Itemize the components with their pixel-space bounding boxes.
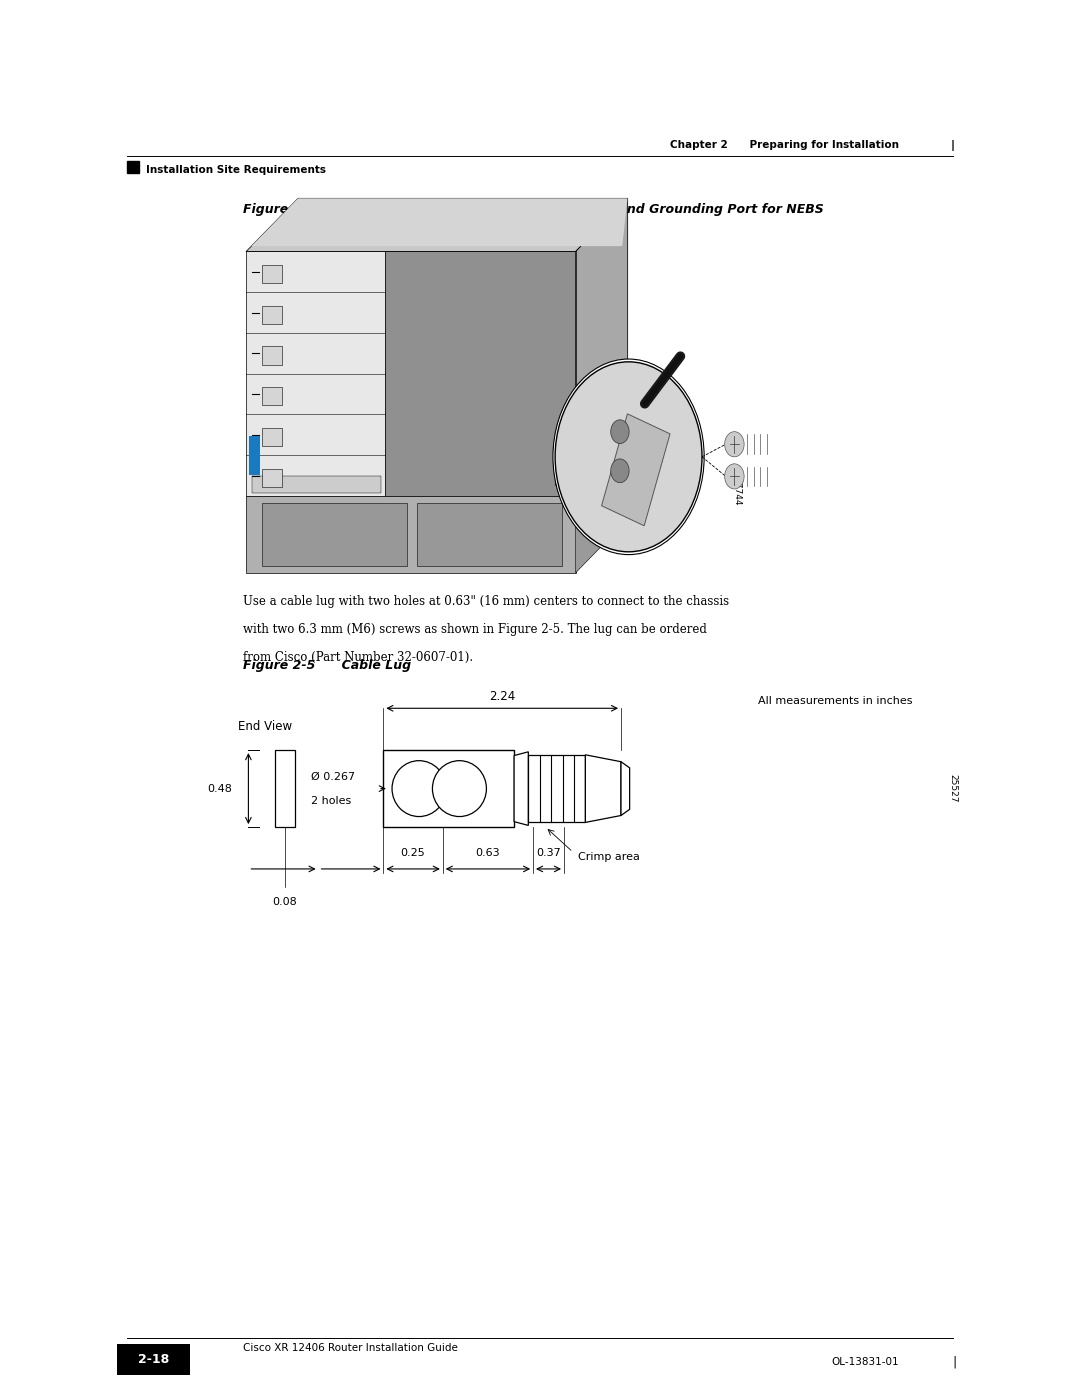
Text: Figure 2-5      Cable Lug: Figure 2-5 Cable Lug xyxy=(243,659,411,672)
Circle shape xyxy=(725,464,744,489)
Polygon shape xyxy=(383,750,514,827)
Bar xyxy=(602,414,670,525)
Text: 0.37: 0.37 xyxy=(536,848,561,858)
Text: from Cisco (Part Number 32-0607-01).: from Cisco (Part Number 32-0607-01). xyxy=(243,651,473,664)
Text: Compliance: Compliance xyxy=(454,233,535,246)
Polygon shape xyxy=(576,443,627,573)
Bar xyxy=(417,503,563,566)
Text: 57744: 57744 xyxy=(732,478,741,506)
Text: 2.24: 2.24 xyxy=(489,690,515,703)
Text: with two 6.3 mm (M6) screws as shown in Figure 2-5. The lug can be ordered: with two 6.3 mm (M6) screws as shown in … xyxy=(243,623,707,636)
Text: |: | xyxy=(953,1355,957,1369)
Text: 0.25: 0.25 xyxy=(401,848,426,858)
Text: 0.48: 0.48 xyxy=(207,784,232,793)
Text: Use a cable lug with two holes at 0.63" (16 mm) centers to connect to the chassi: Use a cable lug with two holes at 0.63" … xyxy=(243,595,729,608)
Ellipse shape xyxy=(432,760,486,816)
Ellipse shape xyxy=(392,760,446,816)
Bar xyxy=(117,1344,190,1375)
Text: All measurements in inches: All measurements in inches xyxy=(758,696,913,705)
Bar xyxy=(262,503,407,566)
Polygon shape xyxy=(246,251,384,496)
Bar xyxy=(127,161,139,173)
Bar xyxy=(262,346,282,365)
Text: |: | xyxy=(950,140,955,151)
Text: Cisco XR 12406 Router Installation Guide: Cisco XR 12406 Router Installation Guide xyxy=(243,1343,458,1354)
Circle shape xyxy=(553,359,704,555)
Bar xyxy=(262,427,282,446)
Polygon shape xyxy=(275,750,295,827)
Text: End View: End View xyxy=(238,721,292,733)
Polygon shape xyxy=(576,198,627,496)
Circle shape xyxy=(555,362,702,552)
Text: OL-13831-01: OL-13831-01 xyxy=(832,1356,900,1368)
Polygon shape xyxy=(585,754,621,823)
Polygon shape xyxy=(621,761,630,816)
Text: 0.63: 0.63 xyxy=(475,848,500,858)
Text: Supplemental Bonding and Grounding Port for NEBS: Supplemental Bonding and Grounding Port … xyxy=(454,203,823,215)
Polygon shape xyxy=(528,754,585,823)
Text: 25527: 25527 xyxy=(948,774,957,803)
Text: 2 holes: 2 holes xyxy=(311,796,351,806)
Text: 2-18: 2-18 xyxy=(138,1352,168,1366)
Text: Installation Site Requirements: Installation Site Requirements xyxy=(146,165,326,176)
Bar xyxy=(252,476,381,493)
Text: Crimp area: Crimp area xyxy=(579,852,640,862)
Bar xyxy=(262,306,282,324)
Polygon shape xyxy=(514,752,528,826)
Circle shape xyxy=(611,458,629,483)
Polygon shape xyxy=(246,496,576,573)
Bar xyxy=(262,387,282,405)
Text: Figure 2-4: Figure 2-4 xyxy=(243,203,315,215)
Circle shape xyxy=(611,419,629,444)
Polygon shape xyxy=(246,198,627,251)
Polygon shape xyxy=(252,198,627,246)
Text: 0.08: 0.08 xyxy=(273,897,297,907)
Text: Chapter 2      Preparing for Installation: Chapter 2 Preparing for Installation xyxy=(670,140,899,151)
Bar xyxy=(262,265,282,284)
Polygon shape xyxy=(384,251,576,496)
Bar xyxy=(249,436,260,475)
Circle shape xyxy=(725,432,744,457)
Text: Ø 0.267: Ø 0.267 xyxy=(311,771,355,782)
Bar xyxy=(262,468,282,486)
